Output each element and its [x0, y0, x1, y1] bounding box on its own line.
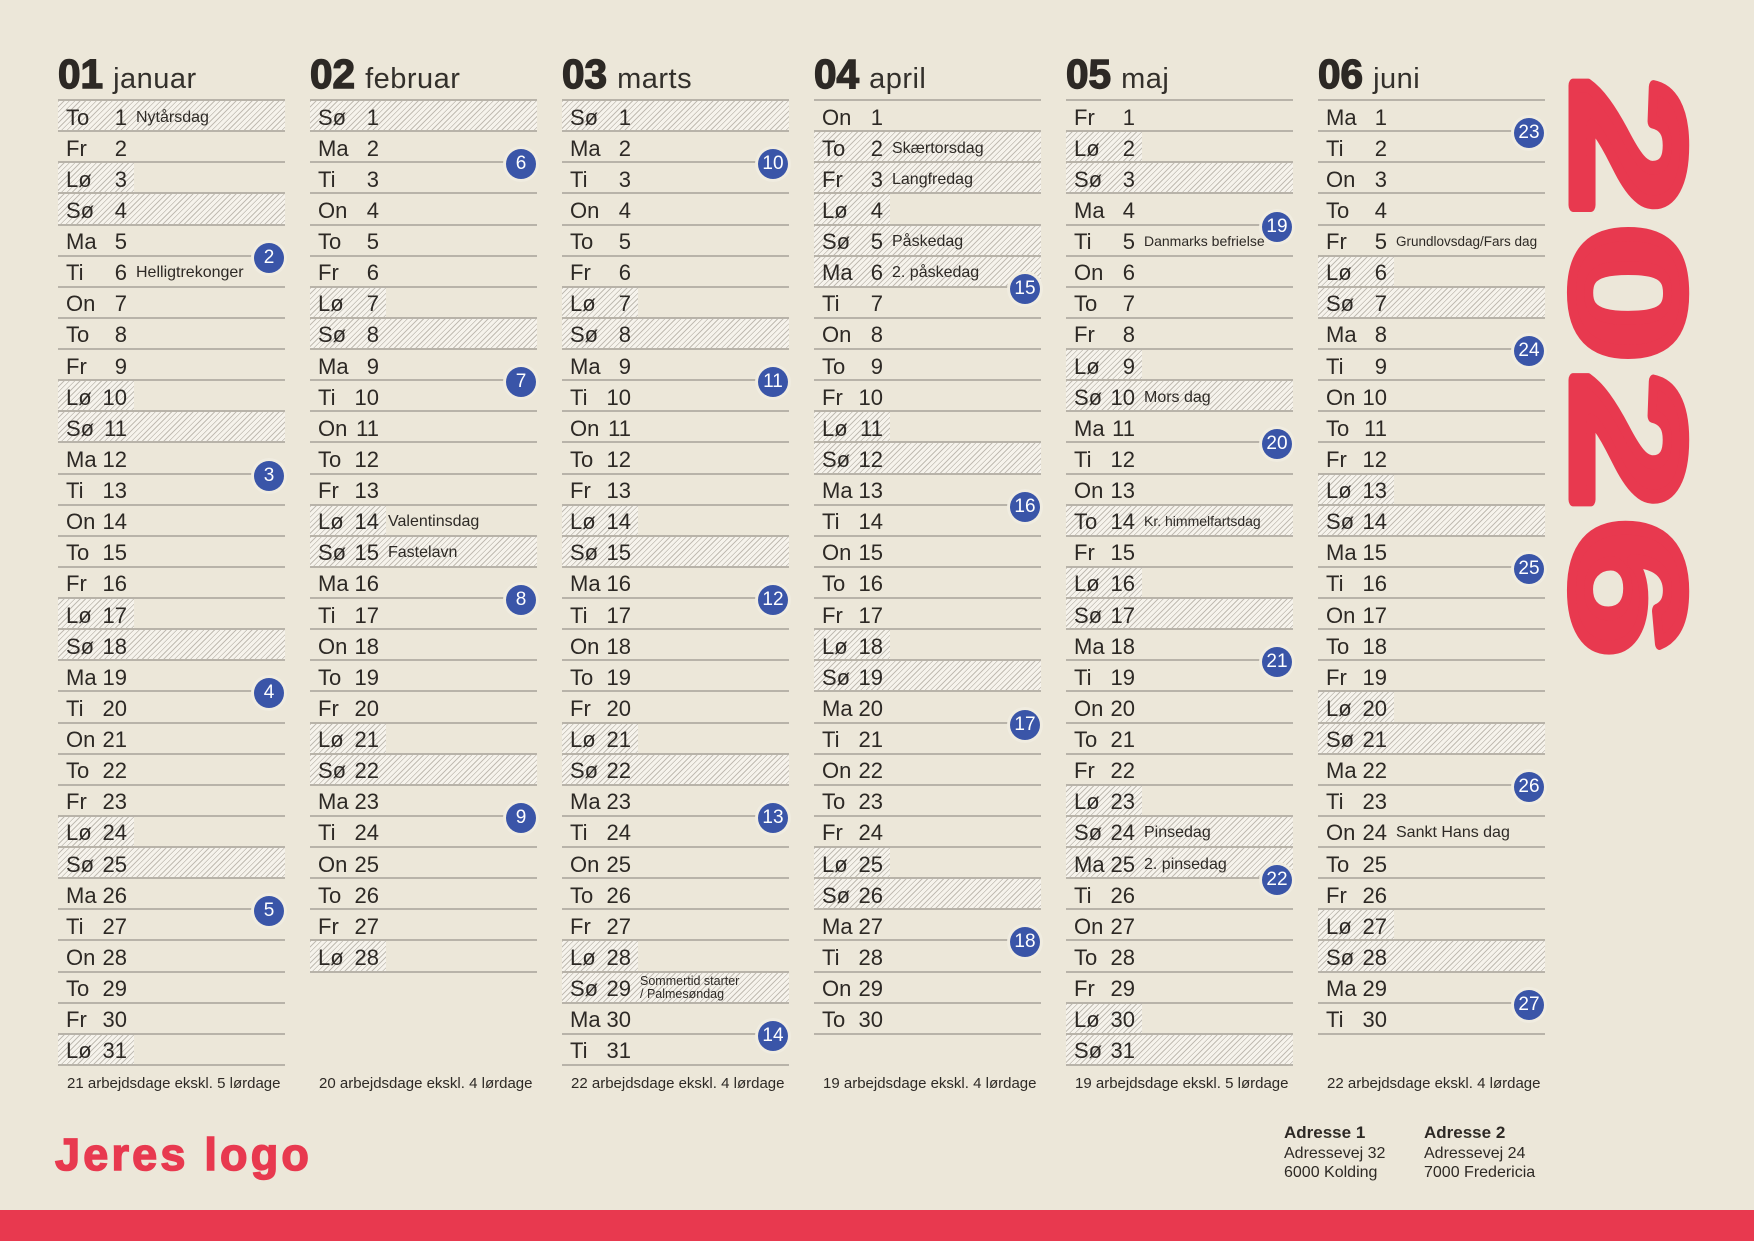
- svg-text:2026: 2026: [1540, 77, 1717, 666]
